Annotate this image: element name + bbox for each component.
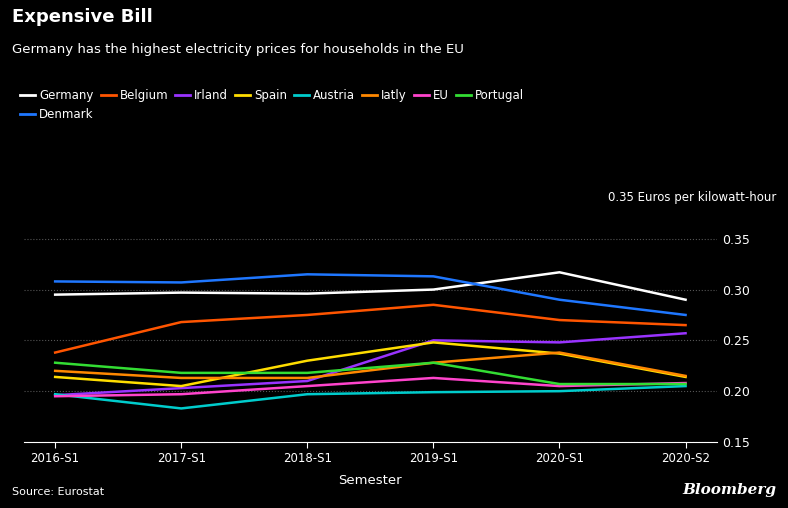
Legend: Germany, Denmark, Belgium, Irland, Spain, Austria, Iatly, EU, Portugal: Germany, Denmark, Belgium, Irland, Spain… — [15, 85, 529, 126]
X-axis label: Semester: Semester — [339, 473, 402, 487]
Text: Germany has the highest electricity prices for households in the EU: Germany has the highest electricity pric… — [12, 43, 463, 56]
Text: 0.35 Euros per kilowatt-hour: 0.35 Euros per kilowatt-hour — [608, 190, 776, 204]
Text: Expensive Bill: Expensive Bill — [12, 8, 153, 25]
Text: Bloomberg: Bloomberg — [682, 483, 776, 497]
Text: Source: Eurostat: Source: Eurostat — [12, 487, 104, 497]
